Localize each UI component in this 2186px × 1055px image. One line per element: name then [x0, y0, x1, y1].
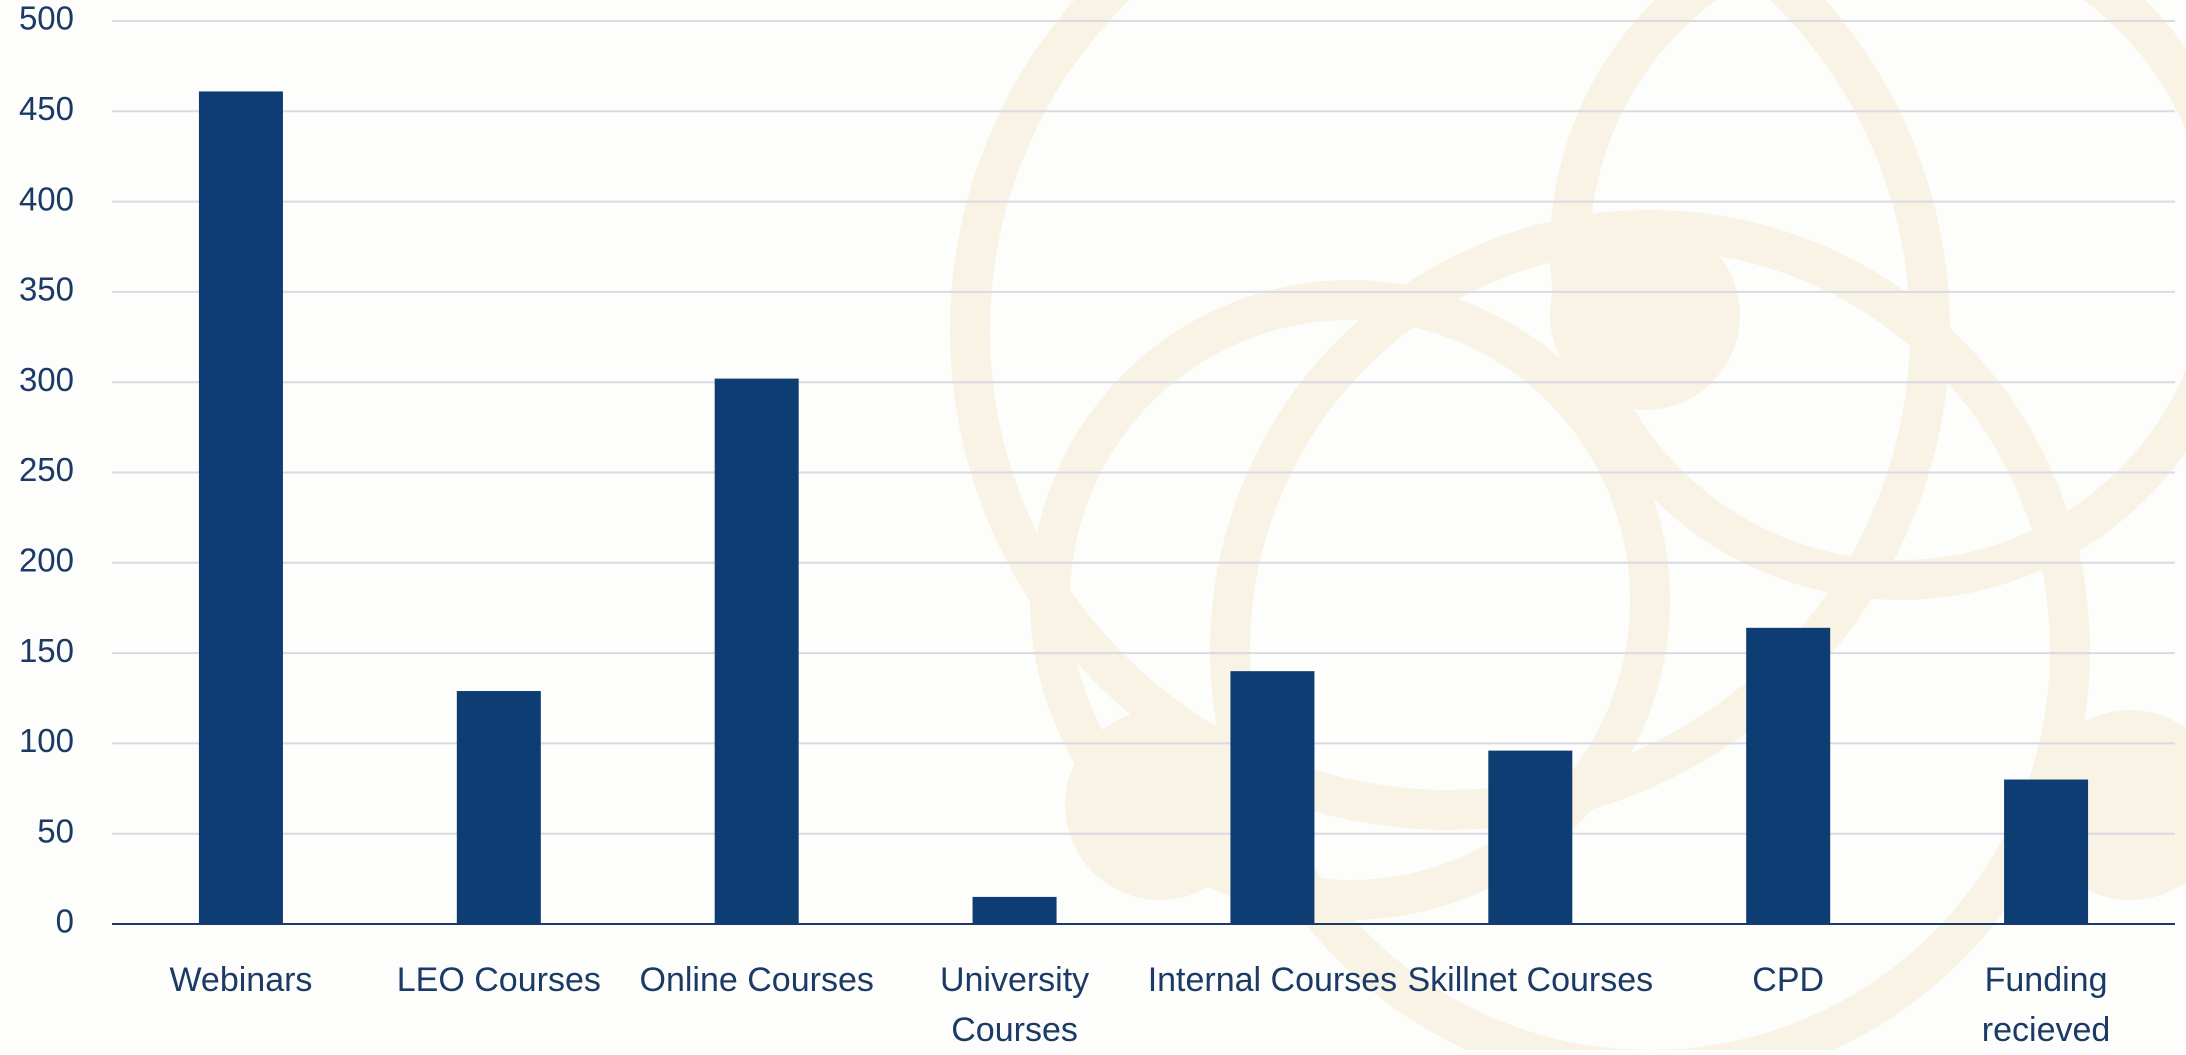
y-tick-label: 400	[19, 180, 74, 217]
y-tick-label: 450	[19, 90, 74, 127]
y-tick-label: 500	[19, 0, 74, 37]
y-tick-label: 50	[37, 812, 74, 849]
bar	[2004, 779, 2089, 924]
y-tick-label: 0	[56, 903, 74, 940]
bar	[972, 896, 1057, 924]
x-tick-label: LEO Courses	[396, 961, 601, 999]
x-tick-label: Online Courses	[639, 961, 874, 999]
bar	[1230, 671, 1315, 924]
y-tick-label: 350	[19, 271, 74, 308]
bar	[1488, 750, 1573, 924]
bar	[1746, 627, 1831, 924]
bar	[456, 691, 541, 924]
x-tick-label: Skillnet Courses	[1407, 961, 1654, 999]
bar	[714, 378, 799, 924]
y-tick-label: 300	[19, 361, 74, 398]
bar	[198, 91, 283, 924]
y-tick-label: 250	[19, 451, 74, 488]
y-tick-label: 150	[19, 632, 74, 669]
y-tick-label: 200	[19, 542, 74, 579]
x-tick-label: Webinars	[169, 961, 313, 999]
y-tick-label: 100	[19, 722, 74, 759]
x-tick-label: CPD	[1752, 961, 1825, 999]
x-tick-label: Internal Courses	[1147, 961, 1398, 999]
x-tick-label: Funding recieved	[1981, 961, 2111, 1049]
x-tick-label: University Courses	[939, 961, 1090, 1049]
